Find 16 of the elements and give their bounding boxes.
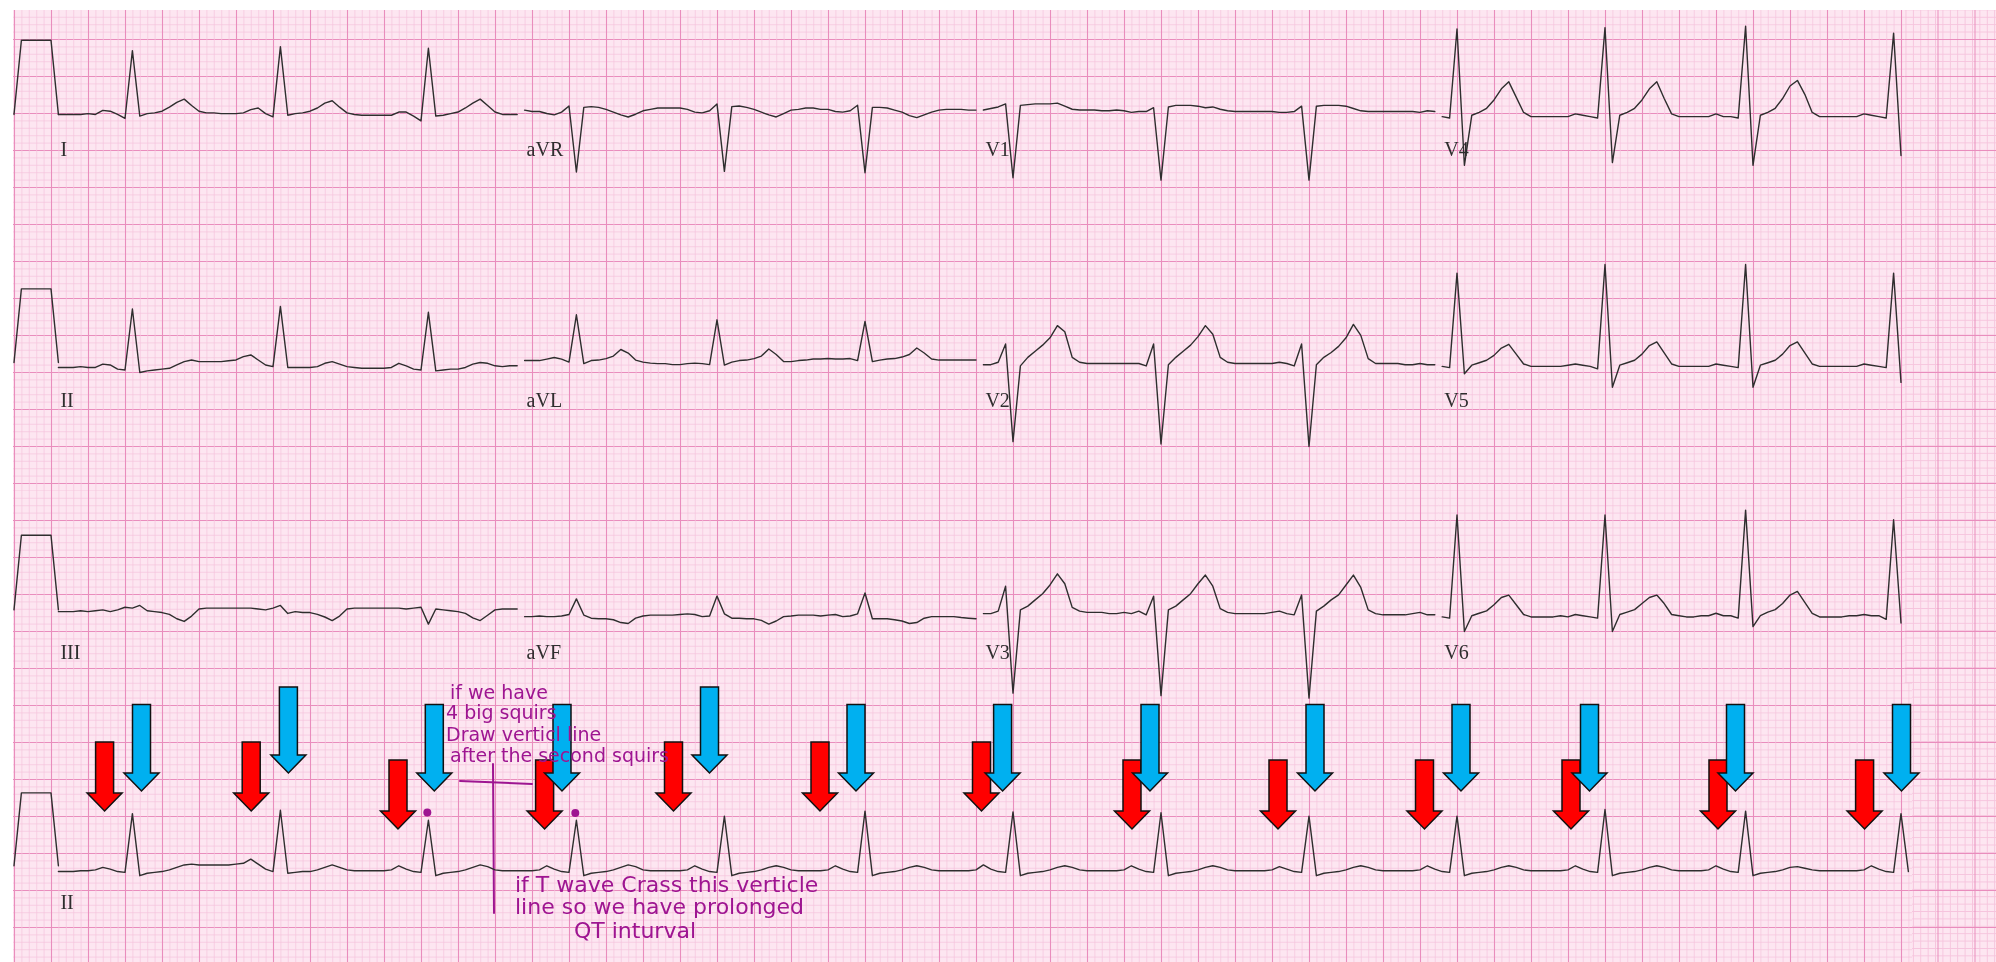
- series-label: III: [60, 641, 81, 663]
- series-label: aVF: [526, 641, 562, 663]
- annotation: if T wave Crass this verticle: [515, 872, 819, 897]
- series-label: V2: [985, 389, 1010, 411]
- text: line so we have prolonged: [515, 894, 805, 919]
- series-label: II: [60, 891, 74, 913]
- series-label: V5: [1444, 389, 1469, 411]
- series-label: aVR: [526, 138, 564, 160]
- series-label: V6: [1444, 641, 1469, 663]
- series-label: V1: [985, 138, 1010, 160]
- text: if we have: [450, 681, 548, 703]
- series-label: aVL: [526, 389, 563, 411]
- series-label: V3: [985, 641, 1010, 663]
- text: QT inturval: [574, 918, 697, 943]
- series-label: II: [60, 389, 74, 411]
- series-label: I: [60, 138, 68, 160]
